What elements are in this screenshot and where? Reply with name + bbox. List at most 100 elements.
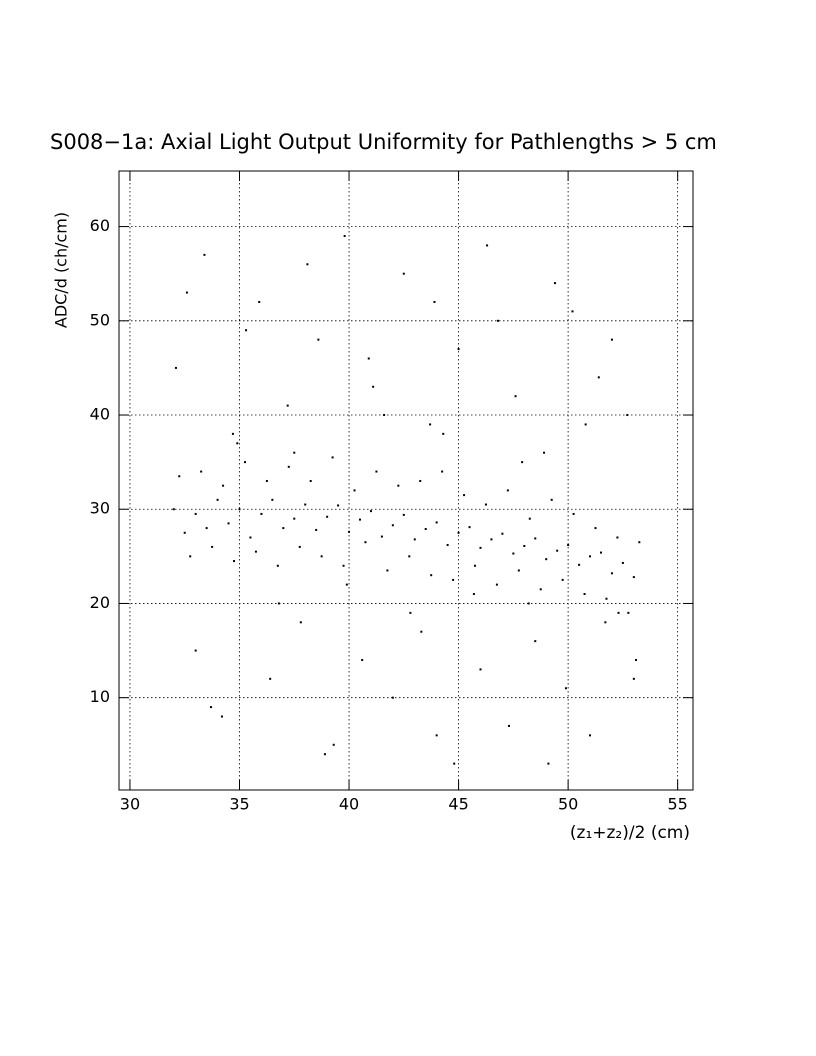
point <box>506 489 509 492</box>
point <box>463 494 466 497</box>
x-tick-label: 55 <box>667 795 687 814</box>
point <box>304 503 307 506</box>
point <box>517 569 520 572</box>
point <box>419 479 422 482</box>
point <box>369 510 372 513</box>
x-tick-label: 30 <box>120 795 140 814</box>
point <box>258 300 261 303</box>
point <box>200 470 203 473</box>
x-tick-label: 40 <box>339 795 359 814</box>
point <box>220 715 223 718</box>
point <box>616 536 619 539</box>
point <box>561 578 564 581</box>
point <box>468 526 471 529</box>
point <box>331 456 334 459</box>
point <box>298 545 301 548</box>
point <box>194 649 197 652</box>
point <box>610 572 613 575</box>
point <box>497 319 500 322</box>
point <box>402 513 405 516</box>
point <box>521 461 524 464</box>
point <box>233 560 236 563</box>
point <box>534 537 537 540</box>
point <box>638 541 641 544</box>
point <box>486 244 489 247</box>
point <box>534 640 537 643</box>
point <box>626 414 629 417</box>
point <box>635 658 638 661</box>
point <box>367 357 370 360</box>
point <box>358 518 361 521</box>
point <box>584 423 587 426</box>
point <box>550 498 553 501</box>
point <box>282 527 285 530</box>
point <box>205 527 208 530</box>
point <box>424 528 427 531</box>
point <box>413 538 416 541</box>
point <box>315 528 318 531</box>
point <box>342 564 345 567</box>
point <box>211 545 214 548</box>
y-tick-label: 10 <box>90 687 110 706</box>
point <box>572 512 575 515</box>
point <box>269 677 272 680</box>
point <box>501 532 504 535</box>
y-tick-label: 40 <box>90 405 110 424</box>
point <box>583 593 586 596</box>
point <box>309 479 312 482</box>
point <box>457 348 460 351</box>
point <box>372 385 375 388</box>
point <box>632 576 635 579</box>
point <box>172 508 175 511</box>
point <box>528 517 531 520</box>
y-tick-label: 30 <box>90 499 110 518</box>
y-tick-label: 20 <box>90 593 110 612</box>
point <box>383 414 386 417</box>
point <box>386 569 389 572</box>
y-tick-label: 50 <box>90 310 110 329</box>
point <box>249 536 252 539</box>
point <box>632 677 635 680</box>
point <box>174 366 177 369</box>
point <box>203 253 206 256</box>
chart-title: S008−1a: Axial Light Output Uniformity f… <box>50 130 717 154</box>
point <box>472 593 475 596</box>
point <box>345 583 348 586</box>
point <box>479 546 482 549</box>
point <box>597 376 600 379</box>
point <box>435 521 438 524</box>
point <box>271 498 274 501</box>
point <box>227 522 230 525</box>
point <box>589 555 592 558</box>
point <box>299 621 302 624</box>
x-tick-label: 35 <box>229 795 249 814</box>
point <box>216 498 219 501</box>
point <box>578 563 581 566</box>
point <box>553 282 556 285</box>
point <box>453 762 456 765</box>
point <box>361 658 364 661</box>
point <box>433 300 436 303</box>
point <box>286 404 289 407</box>
y-axis-label: ADC/d (ch/cm) <box>52 212 71 328</box>
point <box>397 484 400 487</box>
x-axis-label: (z₁+z₂)/2 (cm) <box>570 823 690 843</box>
point <box>348 530 351 533</box>
point <box>610 338 613 341</box>
point <box>545 558 548 561</box>
point <box>317 338 320 341</box>
point <box>391 524 394 527</box>
point <box>408 555 411 558</box>
y-tick-label: 60 <box>90 216 110 235</box>
point <box>409 611 412 614</box>
point <box>287 465 290 468</box>
point <box>514 395 517 398</box>
point <box>617 611 620 614</box>
point <box>479 668 482 671</box>
point <box>627 611 630 614</box>
point <box>452 578 455 581</box>
point <box>293 517 296 520</box>
point <box>210 706 213 709</box>
point <box>320 555 323 558</box>
point <box>231 432 234 435</box>
